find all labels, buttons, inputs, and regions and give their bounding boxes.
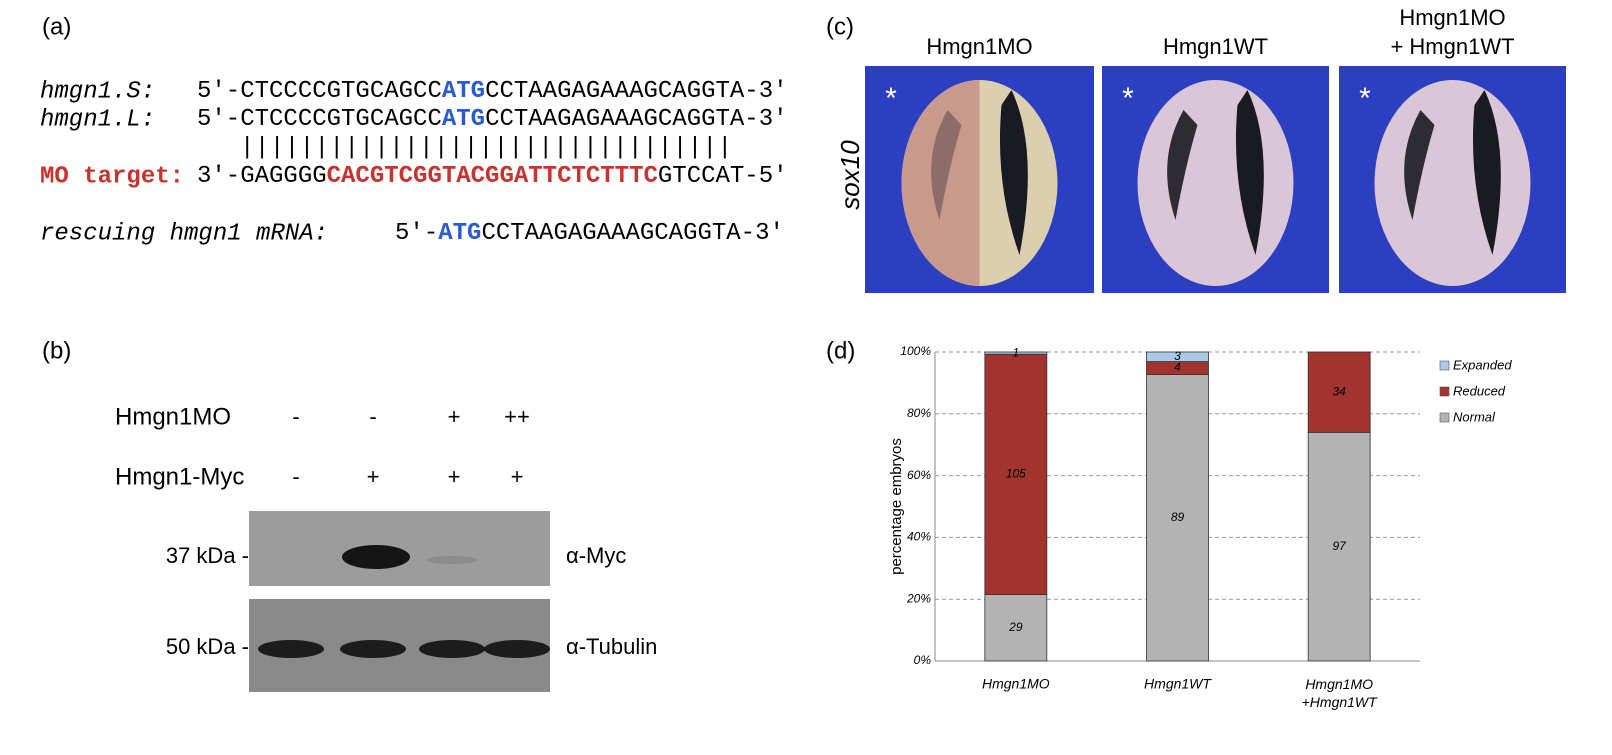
band <box>427 556 477 564</box>
sequence: 5′-ATGCCTAAGAGAAAGCAGGTA-3′ <box>395 220 784 247</box>
lane-sign: - <box>292 404 299 429</box>
sequence-part: GTCCAT-5′ <box>658 163 788 190</box>
legend-label: Reduced <box>1453 383 1506 398</box>
legend-swatch <box>1439 412 1450 423</box>
stripe <box>999 90 1028 255</box>
sequence-part: CACGTCGGTACGGATTCTCTTTC <box>327 163 658 190</box>
y-tick-label: 0% <box>914 653 932 667</box>
pairing: ||||||||||||||||||||||||||||||||| <box>240 134 732 161</box>
condition-label: Hmgn1WT <box>1163 34 1268 59</box>
y-tick-label: 80% <box>907 406 931 420</box>
sequence-part: 3′-GAGGGG <box>197 163 327 190</box>
panel-label: (d) <box>826 337 855 364</box>
band <box>484 640 550 658</box>
segment-count: 89 <box>1171 510 1185 524</box>
legend-swatch <box>1439 386 1450 397</box>
stripe <box>931 110 962 220</box>
segment-count: 3 <box>1174 349 1181 363</box>
sequence-part: CCTAAGAGAAAGCAGGTA-3′ <box>481 220 783 247</box>
sequence-part: CCTAAGAGAAAGCAGGTA-3′ <box>485 78 787 105</box>
stain-label: sox10 <box>835 140 865 210</box>
kda-label: 37 kDa - <box>166 543 249 568</box>
stripe <box>1167 110 1198 220</box>
lane-sign: + <box>367 464 380 489</box>
legend-swatch <box>1439 360 1450 371</box>
segment-count: 4 <box>1174 360 1181 374</box>
x-tick-label: Hmgn1WT <box>1144 676 1212 692</box>
bar-segment <box>1146 351 1209 362</box>
x-tick-label: Hmgn1MO <box>982 676 1050 692</box>
bar-segment <box>1307 431 1371 662</box>
y-tick-label: 60% <box>907 468 931 482</box>
y-tick-label: 40% <box>907 530 931 544</box>
lane-sign: - <box>369 404 376 429</box>
kda-label: 50 kDa - <box>166 634 249 659</box>
legend-label: Expanded <box>1453 357 1512 372</box>
sequence-part: CCTAAGAGAAAGCAGGTA-3′ <box>485 106 787 133</box>
x-tick-line: Hmgn1MO <box>1305 676 1373 692</box>
legend-label: Normal <box>1453 409 1496 424</box>
marker: * <box>885 82 897 115</box>
sequence: 5′-CTCCCCGTGCAGCCATGCCTAAGAGAAAGCAGGTA-3… <box>197 78 788 105</box>
sequence-part: 5′- <box>395 220 438 247</box>
segment-count: 105 <box>1006 467 1026 481</box>
stripe <box>1404 110 1435 220</box>
embryo <box>1374 80 1531 286</box>
marker: * <box>1122 82 1134 115</box>
segment-count: 34 <box>1332 384 1346 398</box>
sequence-part: ATG <box>442 106 485 133</box>
gene-name: hmgn1.L: <box>40 106 155 133</box>
lane-sign: ++ <box>504 404 530 429</box>
sequence: 5′-CTCCCCGTGCAGCCATGCCTAAGAGAAAGCAGGTA-3… <box>197 106 788 133</box>
row-label: Hmgn1MO <box>115 403 231 430</box>
row-label: Hmgn1-Myc <box>115 463 244 490</box>
marker: * <box>1359 82 1371 115</box>
bar-segment <box>984 594 1048 662</box>
y-axis-label: percentage embryos <box>888 438 905 575</box>
bar-segment <box>1146 374 1209 662</box>
lane-sign: + <box>448 404 461 429</box>
bar-segment <box>984 351 1048 355</box>
x-tick-line: +Hmgn1WT <box>1302 694 1379 710</box>
y-tick-label: 20% <box>906 591 931 605</box>
stripe <box>1235 90 1264 255</box>
lane-sign: + <box>511 464 524 489</box>
band <box>258 640 324 658</box>
condition-label: Hmgn1MO <box>926 34 1032 59</box>
sequence-part: ATG <box>438 220 481 247</box>
rescue-name: rescuing hmgn1 mRNA: <box>40 220 328 247</box>
panel-label: (b) <box>42 337 71 364</box>
segment-count: 1 <box>1012 345 1019 359</box>
bar-segment <box>984 353 1048 595</box>
sequence: 3′-GAGGGGCACGTCGGTACGGATTCTCTTTCGTCCAT-5… <box>197 163 788 190</box>
stripe <box>1472 90 1501 255</box>
gene-name: hmgn1.S: <box>40 78 155 105</box>
sequence-part: 5′-CTCCCCGTGCAGCC <box>197 106 442 133</box>
x-tick-label: Hmgn1MO +Hmgn1WT <box>1302 676 1379 710</box>
embryo-left <box>901 80 980 286</box>
antibody-label: α-Myc <box>566 543 626 568</box>
panel-label: (a) <box>42 13 71 40</box>
band <box>340 640 406 658</box>
target-name: MO target: <box>40 163 184 190</box>
sequence-part: ATG <box>442 78 485 105</box>
condition-label: Hmgn1MO <box>1399 5 1505 30</box>
lane-sign: - <box>292 464 299 489</box>
bar-segment <box>1307 351 1371 433</box>
band <box>419 640 485 658</box>
panel-label: (c) <box>826 13 854 40</box>
y-tick-label: 100% <box>900 344 931 358</box>
condition-label: + Hmgn1WT <box>1390 34 1514 59</box>
antibody-label: α-Tubulin <box>566 634 657 659</box>
segment-count: 29 <box>1008 620 1023 634</box>
embryo <box>1137 80 1294 286</box>
band <box>342 545 410 569</box>
sequence-part: 5′-CTCCCCGTGCAGCC <box>197 78 442 105</box>
lane-sign: + <box>448 464 461 489</box>
segment-count: 97 <box>1332 539 1347 553</box>
